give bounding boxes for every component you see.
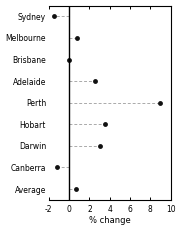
X-axis label: % change: % change: [89, 216, 131, 225]
